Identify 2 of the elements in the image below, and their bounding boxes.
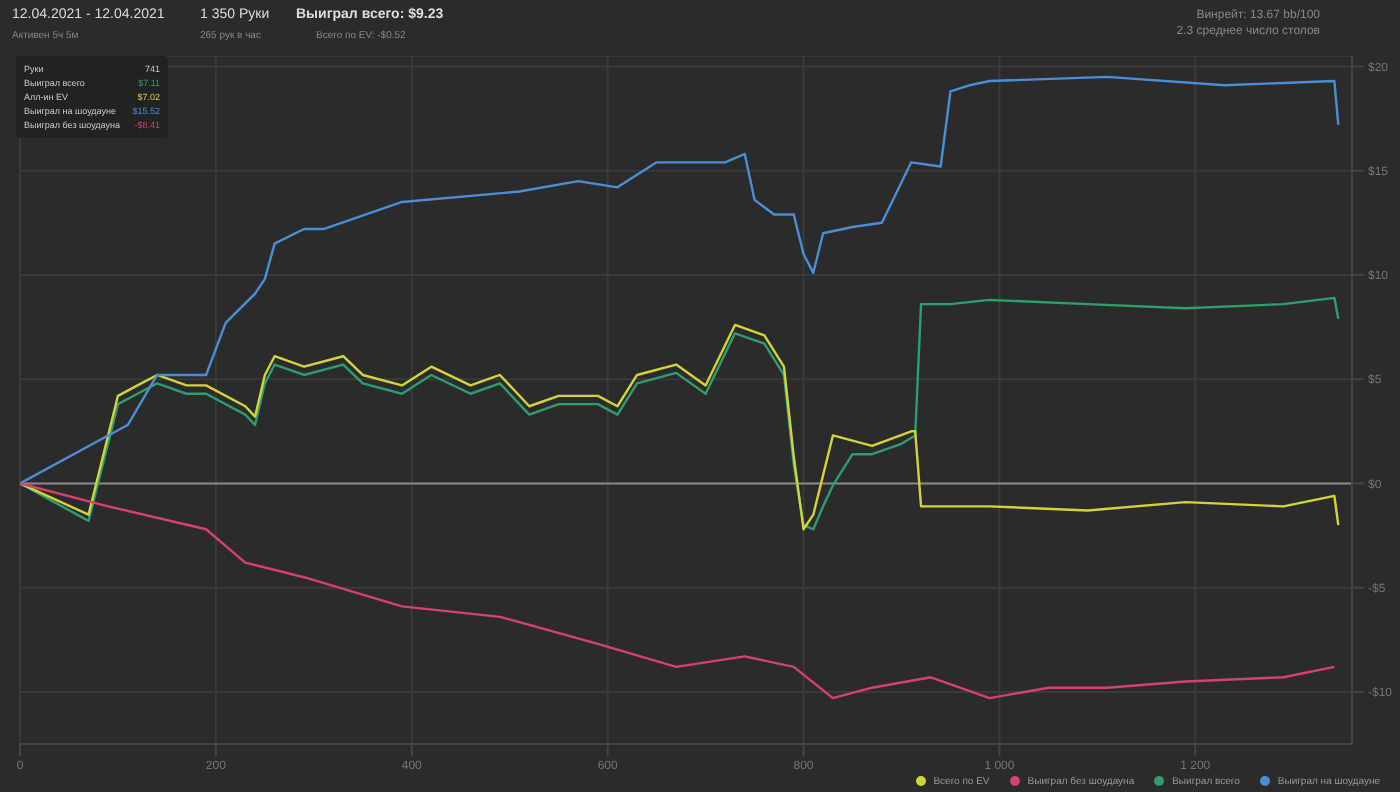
line-series (20, 75, 1340, 485)
line-series (20, 482, 1336, 700)
